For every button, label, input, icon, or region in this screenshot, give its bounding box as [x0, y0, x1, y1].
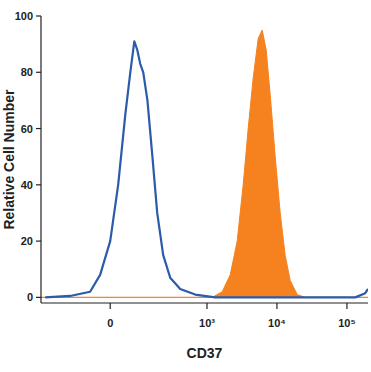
histogram-line [45, 41, 368, 297]
y-tick-label: 40 [21, 179, 33, 191]
x-tick [110, 303, 111, 309]
y-tick-label: 20 [21, 235, 33, 247]
plot-area [41, 30, 368, 297]
chart: 0 20 40 60 80 100 0 10³ 10⁴ 10⁵ CD37 Relative Cell … [0, 0, 371, 372]
y-axis [40, 16, 41, 303]
x-tick [346, 303, 347, 309]
y-tick [36, 184, 41, 185]
x-tick-label: 0 [107, 317, 113, 329]
y-tick [36, 128, 41, 129]
x-tick-label: 10⁴ [268, 317, 286, 329]
x-tick-label: 10⁵ [338, 317, 355, 329]
histogram-area [41, 30, 368, 297]
x-tick [206, 303, 207, 309]
y-tick [36, 72, 41, 73]
x-tick [276, 303, 277, 309]
y-tick [36, 15, 41, 16]
x-axis-title: CD37 [187, 345, 223, 361]
y-tick-label: 0 [27, 291, 33, 303]
y-tick-label: 80 [21, 66, 33, 78]
y-tick-label: 100 [15, 10, 33, 22]
x-axis [41, 302, 368, 303]
y-tick-label: 60 [21, 123, 33, 135]
y-tick [36, 240, 41, 241]
y-axis-title: Relative Cell Number [1, 89, 17, 230]
y-tick [36, 297, 41, 298]
x-tick-label: 10³ [199, 317, 215, 329]
